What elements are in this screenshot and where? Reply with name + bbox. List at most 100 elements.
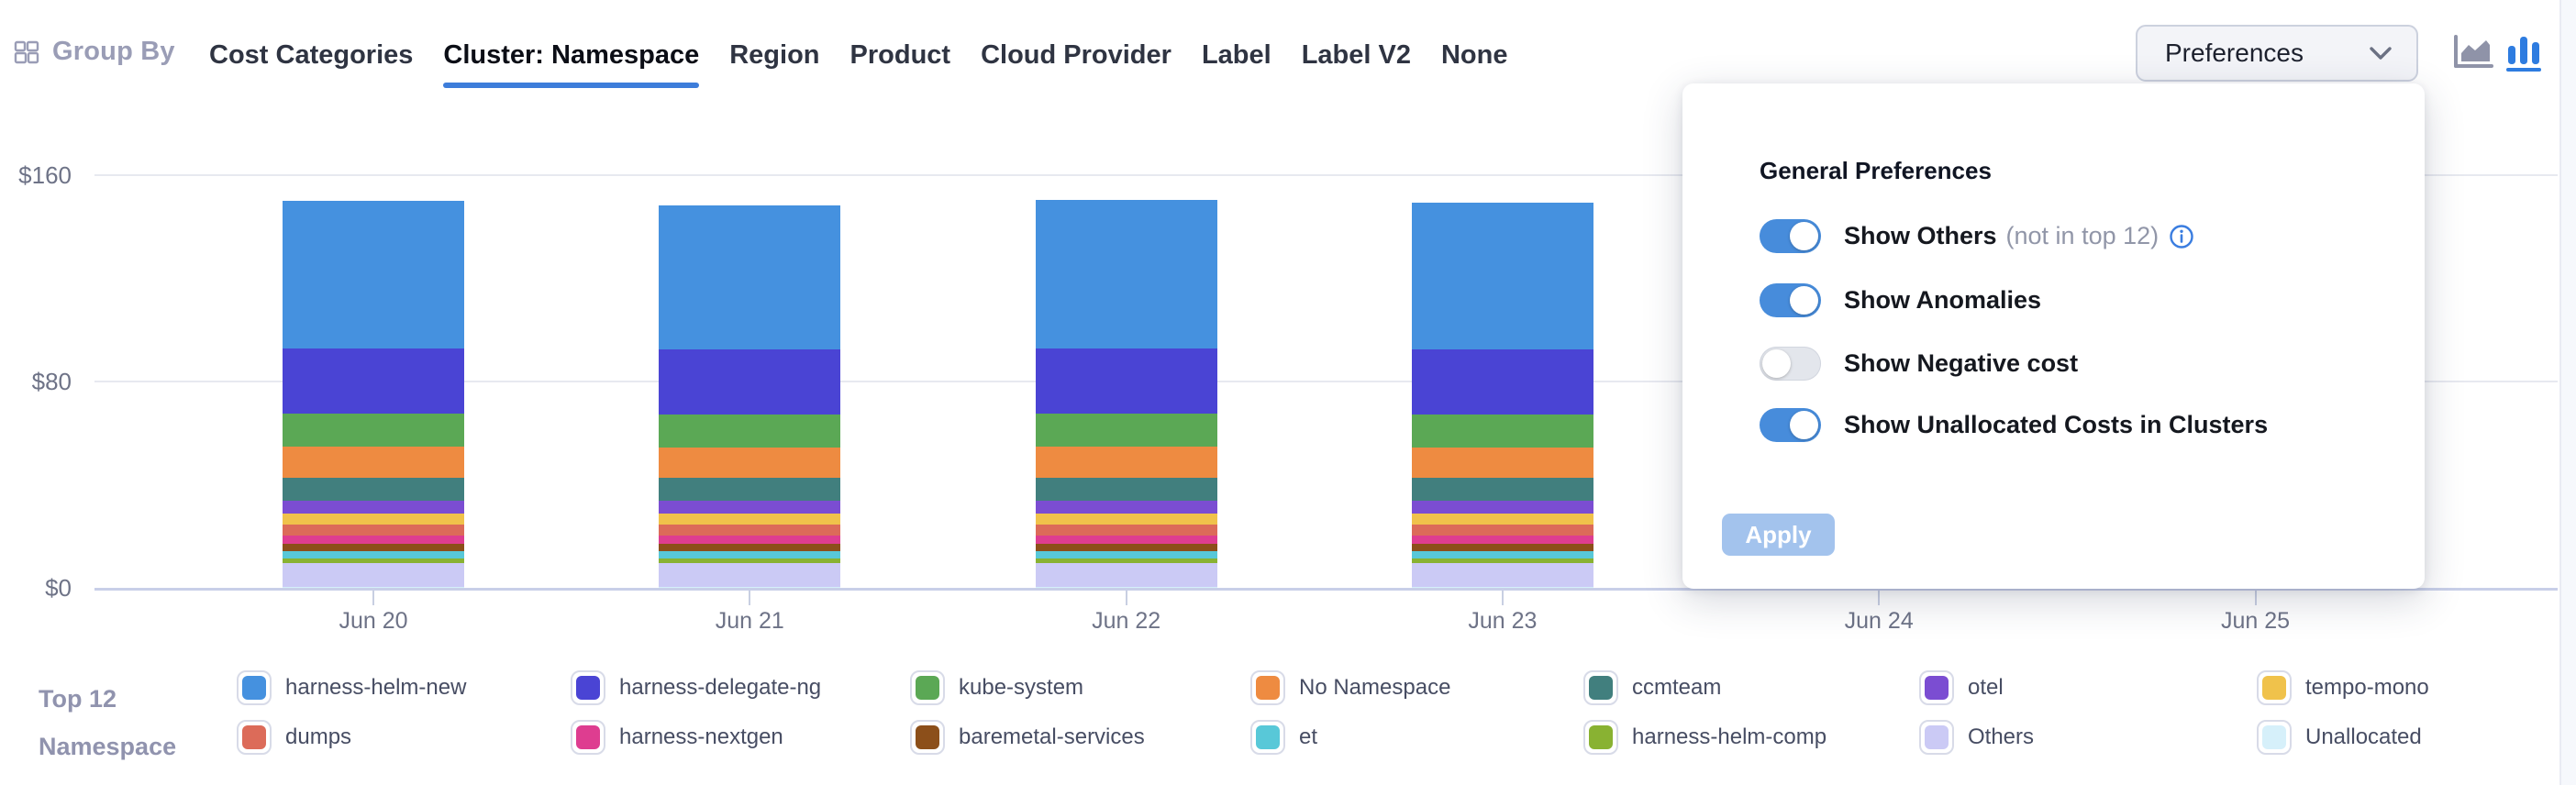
bar-segment-no-namespace[interactable] xyxy=(659,447,841,478)
bar-segment-unallocated[interactable] xyxy=(1411,586,1593,588)
bar-segment-others[interactable] xyxy=(283,563,464,587)
bar-segment-tempo-mono[interactable] xyxy=(1411,514,1593,525)
bar-segment-harness-helm-comp[interactable] xyxy=(283,558,464,563)
bar-segment-tempo-mono[interactable] xyxy=(1035,514,1217,525)
tab-cluster-namespace[interactable]: Cluster: Namespace xyxy=(443,39,699,88)
bar-segment-et[interactable] xyxy=(659,551,841,558)
bar-segment-ccmteam[interactable] xyxy=(1411,477,1593,501)
bar-segment-harness-helm-new[interactable] xyxy=(1411,203,1593,349)
bar-segment-otel[interactable] xyxy=(283,500,464,514)
legend-item-others[interactable]: Others xyxy=(1919,720,2034,755)
toggle-show-unallocated-costs-in-clusters[interactable] xyxy=(1760,408,1821,442)
bar-segment-unallocated[interactable] xyxy=(1035,586,1217,588)
bar-segment-tempo-mono[interactable] xyxy=(659,514,841,525)
bar-segment-no-namespace[interactable] xyxy=(1035,447,1217,478)
bar-segment-harness-nextgen[interactable] xyxy=(1035,535,1217,545)
stacked-bar-jun-20[interactable] xyxy=(283,201,464,588)
page-scrollbar-track[interactable] xyxy=(2559,0,2576,785)
bar-segment-et[interactable] xyxy=(1411,551,1593,558)
y-axis-label: $0 xyxy=(45,574,72,602)
bar-chart-toggle-icon[interactable] xyxy=(2505,35,2544,72)
bar-segment-dumps[interactable] xyxy=(659,524,841,536)
tab-cloud-provider[interactable]: Cloud Provider xyxy=(981,40,1171,70)
info-icon[interactable] xyxy=(2168,223,2195,250)
apply-button[interactable]: Apply xyxy=(1722,514,1835,556)
bar-segment-unallocated[interactable] xyxy=(659,586,841,588)
bar-segment-baremetal-services[interactable] xyxy=(659,544,841,552)
chevron-down-icon xyxy=(2369,46,2393,61)
bar-segment-others[interactable] xyxy=(659,563,841,587)
legend-item-harness-nextgen[interactable]: harness-nextgen xyxy=(571,720,783,755)
stacked-bar-jun-23[interactable] xyxy=(1411,203,1593,588)
bar-segment-no-namespace[interactable] xyxy=(283,447,464,478)
bar-segment-dumps[interactable] xyxy=(283,524,464,536)
toggle-show-negative-cost[interactable] xyxy=(1760,347,1821,381)
tab-region[interactable]: Region xyxy=(729,40,820,70)
legend-color-swatch xyxy=(1583,670,1618,705)
bar-segment-harness-delegate-ng[interactable] xyxy=(659,349,841,415)
tab-none[interactable]: None xyxy=(1440,40,1508,70)
toggle-show-others[interactable] xyxy=(1760,219,1821,253)
legend-item-kube-system[interactable]: kube-system xyxy=(910,670,1083,705)
tab-label[interactable]: Label xyxy=(1201,40,1271,70)
bar-segment-harness-nextgen[interactable] xyxy=(1411,535,1593,545)
legend-item-et[interactable]: et xyxy=(1250,720,1317,755)
toggle-show-anomalies[interactable] xyxy=(1760,283,1821,317)
legend-item-tempo-mono[interactable]: tempo-mono xyxy=(2257,670,2429,705)
bar-segment-otel[interactable] xyxy=(659,500,841,514)
bar-segment-kube-system[interactable] xyxy=(283,414,464,448)
bar-segment-kube-system[interactable] xyxy=(659,414,841,448)
legend-item-label: baremetal-services xyxy=(959,724,1145,749)
bar-segment-harness-delegate-ng[interactable] xyxy=(1411,348,1593,415)
bar-segment-no-namespace[interactable] xyxy=(1411,447,1593,478)
bar-segment-kube-system[interactable] xyxy=(1411,414,1593,448)
bar-segment-otel[interactable] xyxy=(1035,500,1217,514)
bar-segment-dumps[interactable] xyxy=(1035,524,1217,536)
legend-item-harness-delegate-ng[interactable]: harness-delegate-ng xyxy=(571,670,821,705)
bar-segment-harness-helm-comp[interactable] xyxy=(1035,558,1217,563)
bar-segment-et[interactable] xyxy=(1035,551,1217,558)
legend-item-harness-helm-new[interactable]: harness-helm-new xyxy=(237,670,466,705)
bar-segment-dumps[interactable] xyxy=(1411,524,1593,536)
bar-segment-harness-helm-comp[interactable] xyxy=(659,558,841,563)
legend-item-baremetal-services[interactable]: baremetal-services xyxy=(910,720,1145,755)
legend-item-otel[interactable]: otel xyxy=(1919,670,2004,705)
preferences-dropdown-button[interactable]: Preferences xyxy=(2136,25,2418,82)
bar-segment-kube-system[interactable] xyxy=(1035,414,1217,448)
bar-segment-harness-helm-new[interactable] xyxy=(283,201,464,348)
bar-segment-baremetal-services[interactable] xyxy=(283,544,464,552)
bar-segment-unallocated[interactable] xyxy=(283,586,464,588)
bar-segment-harness-nextgen[interactable] xyxy=(659,535,841,545)
bar-segment-baremetal-services[interactable] xyxy=(1035,544,1217,552)
legend-item-label: harness-nextgen xyxy=(619,724,783,749)
bar-segment-ccmteam[interactable] xyxy=(1035,477,1217,501)
legend-item-harness-helm-comp[interactable]: harness-helm-comp xyxy=(1583,720,1827,755)
bar-segment-harness-nextgen[interactable] xyxy=(283,535,464,545)
bar-segment-harness-delegate-ng[interactable] xyxy=(1035,348,1217,415)
stacked-bar-jun-21[interactable] xyxy=(659,205,841,588)
legend-group-title-line2: Namespace xyxy=(39,733,177,760)
preference-row-show-negative-cost: Show Negative cost xyxy=(1760,347,2078,381)
bar-segment-ccmteam[interactable] xyxy=(659,477,841,501)
area-chart-toggle-icon[interactable] xyxy=(2452,35,2494,70)
bar-segment-harness-helm-new[interactable] xyxy=(659,205,841,350)
tab-product[interactable]: Product xyxy=(849,40,951,70)
legend-color-swatch xyxy=(2257,670,2292,705)
bar-segment-et[interactable] xyxy=(283,551,464,558)
legend-item-ccmteam[interactable]: ccmteam xyxy=(1583,670,1721,705)
bar-segment-harness-helm-comp[interactable] xyxy=(1411,558,1593,563)
bar-segment-baremetal-services[interactable] xyxy=(1411,544,1593,552)
bar-segment-ccmteam[interactable] xyxy=(283,477,464,501)
tab-cost-categories[interactable]: Cost Categories xyxy=(209,40,414,70)
tab-label-v2[interactable]: Label V2 xyxy=(1301,40,1411,70)
bar-segment-tempo-mono[interactable] xyxy=(283,514,464,525)
bar-segment-otel[interactable] xyxy=(1411,500,1593,514)
bar-segment-others[interactable] xyxy=(1035,563,1217,587)
legend-item-no-namespace[interactable]: No Namespace xyxy=(1250,670,1450,705)
bar-segment-harness-delegate-ng[interactable] xyxy=(283,348,464,415)
legend-item-unallocated[interactable]: Unallocated xyxy=(2257,720,2422,755)
legend-item-dumps[interactable]: dumps xyxy=(237,720,351,755)
stacked-bar-jun-22[interactable] xyxy=(1035,200,1217,588)
bar-segment-harness-helm-new[interactable] xyxy=(1035,200,1217,348)
bar-segment-others[interactable] xyxy=(1411,563,1593,587)
